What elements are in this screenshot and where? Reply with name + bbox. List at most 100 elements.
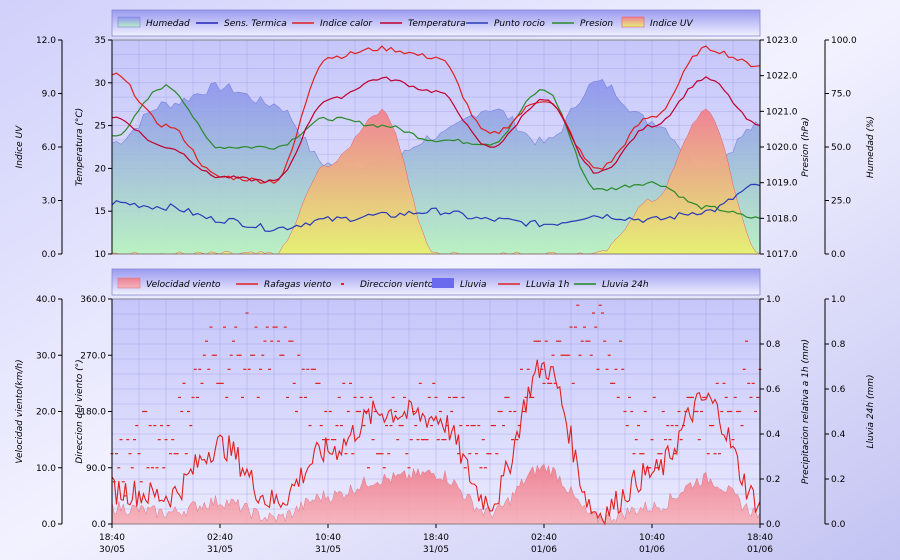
direccion-point <box>315 382 319 384</box>
direccion-point <box>697 439 701 441</box>
axis-title-pres: Presion (hPa) <box>801 117 811 177</box>
direccion-point <box>389 424 393 427</box>
direccion-point <box>124 495 127 497</box>
direccion-point <box>400 424 404 427</box>
direccion-point <box>616 396 620 399</box>
direccion-point <box>171 439 175 441</box>
direccion-point <box>430 424 433 427</box>
legend-label: Velocidad viento <box>146 280 221 290</box>
direccion-point <box>137 453 141 455</box>
direccion-point <box>319 424 323 427</box>
legend-label: Rafagas viento <box>264 280 332 290</box>
direccion-point <box>558 340 562 342</box>
direccion-point <box>126 439 130 441</box>
direccion-point <box>322 439 325 441</box>
direccion-point <box>682 424 685 427</box>
direccion-point <box>310 368 314 370</box>
direccion-point <box>135 424 139 427</box>
direccion-point <box>695 410 699 413</box>
direccion-point <box>256 396 260 399</box>
legend-label: Humedad <box>146 19 190 29</box>
legend-label: LLuvia 1h <box>526 280 570 290</box>
legend-label: Punto rocio <box>494 19 545 29</box>
direccion-point <box>740 424 744 427</box>
direccion-point <box>673 453 676 455</box>
direccion-point <box>439 410 442 413</box>
direccion-point <box>727 410 730 413</box>
direccion-point <box>373 410 377 413</box>
direccion-point <box>173 453 177 455</box>
direccion-point <box>187 410 190 413</box>
direccion-point <box>175 453 179 455</box>
direccion-point <box>243 368 247 370</box>
direccion-point <box>540 368 544 370</box>
direccion-point <box>560 354 564 356</box>
direccion-point <box>715 382 719 384</box>
direccion-point <box>450 410 454 413</box>
tick-label-uv: 9.0 <box>42 90 57 100</box>
legend-label: Lluvia <box>460 280 487 290</box>
direccion-point <box>466 424 469 427</box>
axis-title-dir: Direccion del viento (°) <box>75 359 85 463</box>
x-tick-time: 10:40 <box>639 533 665 543</box>
direccion-point <box>632 453 636 455</box>
tick-label-dir: 0.0 <box>92 520 107 530</box>
direccion-point <box>252 354 256 356</box>
tick-label-vel: 30.0 <box>36 351 56 361</box>
tick-label-pres: 1020.0 <box>766 143 798 153</box>
tick-label-1h: 0.6 <box>766 385 781 395</box>
direccion-point <box>520 368 523 370</box>
series-humedad-area <box>111 79 761 255</box>
tick-label-pres: 1021.0 <box>766 107 798 117</box>
x-tick-time: 18:40 <box>747 533 773 543</box>
direccion-point <box>220 382 224 384</box>
legend-item <box>117 277 141 289</box>
x-tick-time: 10:40 <box>315 533 341 543</box>
legend-label: Presion <box>580 19 613 29</box>
direccion-point <box>574 326 577 328</box>
direccion-point <box>148 424 152 427</box>
direccion-point <box>254 326 258 328</box>
direccion-point <box>657 453 661 455</box>
direccion-point <box>385 424 388 427</box>
direccion-point <box>481 439 485 441</box>
direccion-point <box>670 424 674 427</box>
direccion-point <box>432 382 436 384</box>
tick-label-dir: 180.0 <box>80 408 106 418</box>
direccion-point <box>553 382 557 384</box>
direccion-point <box>142 410 145 413</box>
series-rafagas-viento-line <box>111 359 761 526</box>
direccion-point <box>526 368 530 370</box>
direccion-point <box>182 382 186 384</box>
direccion-point <box>569 326 573 328</box>
direccion-point <box>513 410 517 413</box>
direccion-point <box>517 424 521 427</box>
direccion-point <box>578 354 582 356</box>
direccion-point <box>511 439 514 441</box>
direccion-point <box>538 340 541 342</box>
direccion-point <box>225 396 229 399</box>
direccion-point <box>151 467 154 469</box>
direccion-point <box>542 382 546 384</box>
direccion-point <box>736 410 739 413</box>
direccion-point <box>414 424 418 427</box>
x-tick-date: 31/05 <box>315 545 341 555</box>
direccion-point <box>376 453 379 455</box>
direccion-point <box>628 396 631 399</box>
direccion-point <box>441 439 445 441</box>
direccion-point <box>729 410 733 413</box>
direccion-point <box>639 453 643 455</box>
direccion-point <box>508 410 512 413</box>
direccion-point <box>418 382 422 384</box>
direccion-point <box>524 396 528 399</box>
direccion-point <box>306 368 310 370</box>
direccion-point <box>623 410 627 413</box>
direccion-point <box>499 410 503 413</box>
direccion-point <box>706 453 710 455</box>
direccion-point <box>592 312 595 314</box>
direccion-point <box>216 382 220 384</box>
direccion-point <box>259 368 262 370</box>
tick-label-hum: 25.0 <box>831 197 851 207</box>
direccion-point <box>495 453 499 455</box>
direccion-point <box>479 467 483 469</box>
